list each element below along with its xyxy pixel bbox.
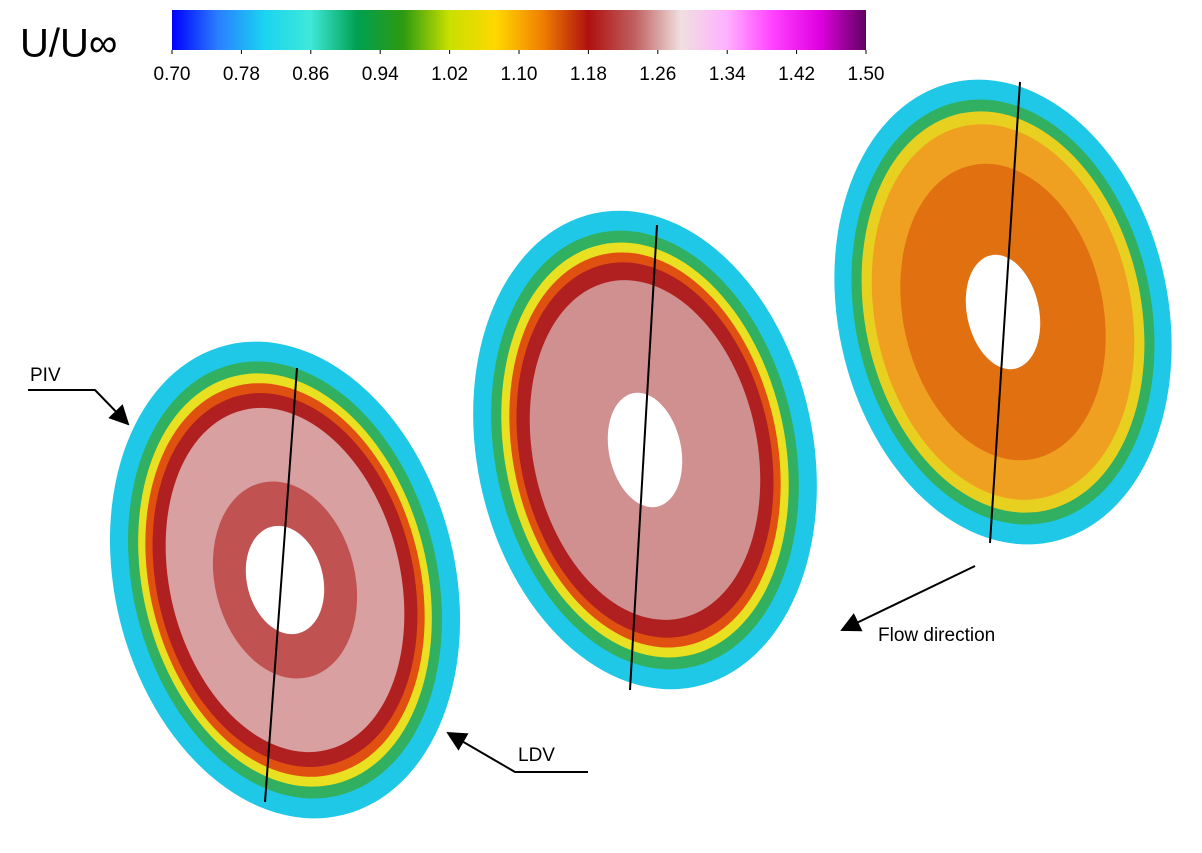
flow-arrow bbox=[840, 565, 976, 632]
colorbar-tick-label: 0.70 bbox=[154, 64, 191, 85]
colorbar-tick-label: 1.18 bbox=[570, 64, 607, 85]
disk-3 bbox=[834, 79, 1172, 545]
colorbar-tick-label: 0.86 bbox=[292, 64, 329, 85]
colorbar bbox=[172, 10, 866, 50]
disk-2 bbox=[473, 210, 817, 690]
disk-1 bbox=[109, 341, 461, 819]
colorbar-tick-label: 0.94 bbox=[362, 64, 399, 85]
colorbar-tick-label: 1.10 bbox=[501, 64, 538, 85]
colorbar-label: U/U∞ bbox=[20, 22, 117, 66]
colorbar-tick-label: 1.42 bbox=[778, 64, 815, 85]
annotation-piv: PIV bbox=[30, 365, 61, 386]
annotation-flow: Flow direction bbox=[878, 625, 995, 646]
colorbar-tick-label: 1.26 bbox=[639, 64, 676, 85]
annotation-ldv: LDV bbox=[518, 745, 555, 766]
piv-arrow bbox=[28, 389, 130, 426]
ldv-line bbox=[989, 81, 1021, 544]
ldv-line bbox=[629, 224, 658, 691]
ldv-arrow bbox=[446, 731, 588, 773]
colorbar-tick-label: 1.02 bbox=[431, 64, 468, 85]
colorbar-tick-label: 0.78 bbox=[223, 64, 260, 85]
colorbar-tick-label: 1.50 bbox=[848, 64, 885, 85]
colorbar-tick-label: 1.34 bbox=[709, 64, 746, 85]
ldv-line bbox=[264, 367, 298, 803]
